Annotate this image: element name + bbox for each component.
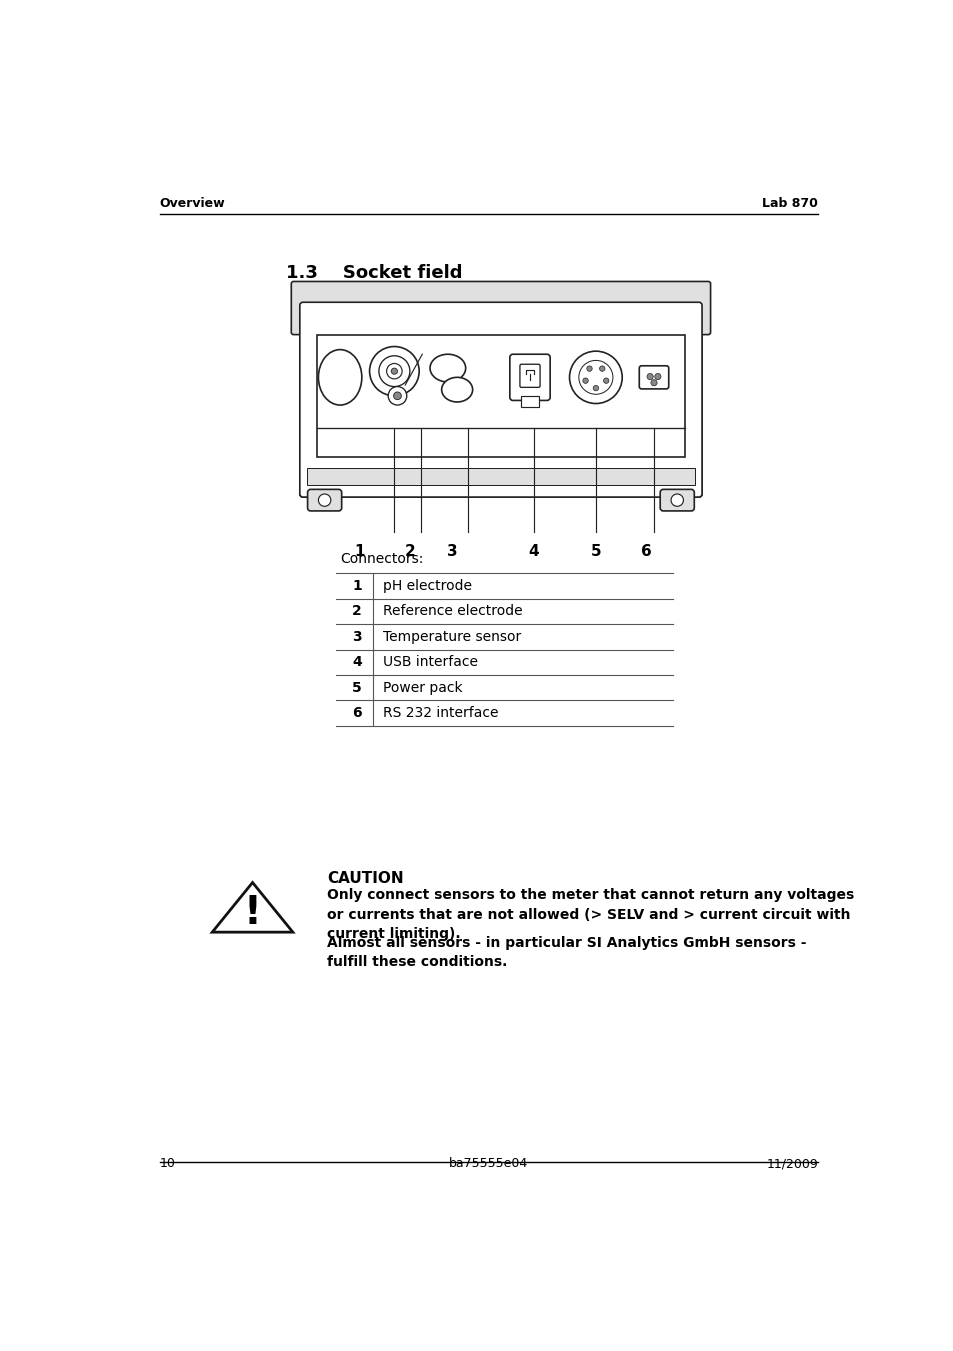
Text: 6: 6	[640, 544, 651, 559]
Circle shape	[394, 392, 401, 400]
Circle shape	[569, 351, 621, 404]
Text: 1: 1	[354, 544, 364, 559]
Text: 2: 2	[404, 544, 415, 559]
Text: 1: 1	[352, 580, 362, 593]
FancyBboxPatch shape	[299, 303, 701, 497]
Text: 10: 10	[159, 1156, 175, 1170]
Text: 11/2009: 11/2009	[766, 1156, 818, 1170]
Text: Connectors:: Connectors:	[340, 551, 423, 566]
Text: 3: 3	[447, 544, 457, 559]
Text: Almost all sensors - in particular SI Analytics GmbH sensors -
fulfill these con: Almost all sensors - in particular SI An…	[327, 936, 805, 970]
Text: 3: 3	[352, 630, 361, 644]
Circle shape	[646, 373, 653, 380]
FancyBboxPatch shape	[659, 489, 694, 511]
Circle shape	[654, 373, 660, 380]
Circle shape	[378, 355, 410, 386]
Text: 4: 4	[352, 655, 362, 669]
Text: RS 232 interface: RS 232 interface	[382, 707, 497, 720]
Circle shape	[369, 347, 418, 396]
Text: 2: 2	[352, 604, 362, 619]
FancyBboxPatch shape	[639, 366, 668, 389]
Ellipse shape	[441, 377, 472, 403]
Circle shape	[598, 366, 604, 372]
Circle shape	[386, 363, 402, 378]
Text: Reference electrode: Reference electrode	[382, 604, 522, 619]
Bar	[307, 467, 695, 485]
FancyBboxPatch shape	[307, 489, 341, 511]
Circle shape	[650, 380, 657, 386]
Circle shape	[593, 385, 598, 390]
Text: 6: 6	[352, 707, 361, 720]
Circle shape	[603, 378, 608, 384]
Circle shape	[578, 361, 612, 394]
FancyBboxPatch shape	[519, 365, 539, 388]
Text: 5: 5	[352, 681, 362, 694]
Circle shape	[318, 494, 331, 507]
Text: Lab 870: Lab 870	[761, 197, 818, 209]
Text: 1.3    Socket field: 1.3 Socket field	[286, 265, 462, 282]
Ellipse shape	[318, 350, 361, 405]
Text: ba75555e04: ba75555e04	[449, 1156, 528, 1170]
Text: 4: 4	[528, 544, 538, 559]
Bar	[521, 396, 537, 407]
Text: CAUTION: CAUTION	[327, 871, 403, 886]
Text: Power pack: Power pack	[382, 681, 462, 694]
Ellipse shape	[430, 354, 465, 382]
Circle shape	[670, 494, 682, 507]
Text: pH electrode: pH electrode	[382, 580, 471, 593]
Circle shape	[388, 386, 406, 405]
FancyBboxPatch shape	[299, 303, 701, 497]
FancyBboxPatch shape	[509, 354, 550, 400]
FancyBboxPatch shape	[291, 281, 710, 335]
Circle shape	[391, 367, 397, 374]
Polygon shape	[212, 882, 293, 932]
Text: 5: 5	[590, 544, 600, 559]
Text: USB interface: USB interface	[382, 655, 477, 669]
Circle shape	[582, 378, 588, 384]
Text: !: !	[243, 894, 261, 932]
Text: Only connect sensors to the meter that cannot return any voltages
or currents th: Only connect sensors to the meter that c…	[327, 888, 853, 942]
Circle shape	[586, 366, 592, 372]
Bar	[316, 335, 684, 457]
Text: Temperature sensor: Temperature sensor	[382, 630, 520, 644]
Text: Overview: Overview	[159, 197, 225, 209]
